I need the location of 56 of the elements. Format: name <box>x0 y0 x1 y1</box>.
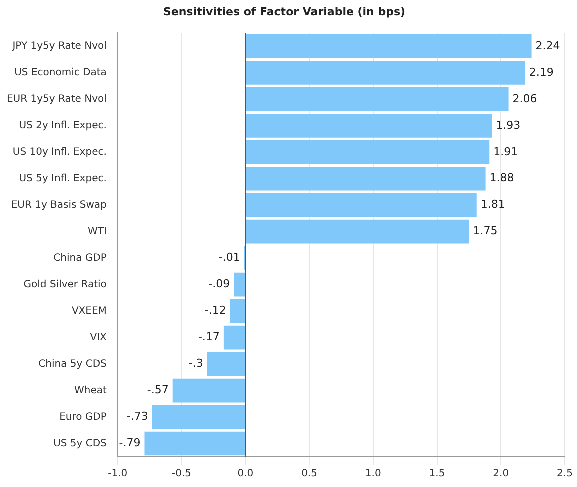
y-tick-label: VXEEM <box>72 306 107 317</box>
y-tick-label: JPY 1y5y Rate Nvol <box>12 41 107 52</box>
bar <box>234 272 246 297</box>
data-label: -.09 <box>208 278 230 291</box>
x-tick-label: 2.0 <box>493 468 510 480</box>
x-tick-label: 0.0 <box>238 468 254 480</box>
data-label: 1.91 <box>494 145 518 158</box>
y-tick-label: US 5y CDS <box>54 438 107 450</box>
y-tick-label: VIX <box>90 332 108 344</box>
bar <box>246 166 486 191</box>
y-tick-label: China 5y CDS <box>38 358 107 370</box>
x-tick-label: -1.0 <box>108 468 128 480</box>
bar <box>246 88 509 112</box>
x-tick-label: 0.5 <box>302 468 318 480</box>
y-tick-label: China GDP <box>54 252 107 264</box>
y-tick-label: Wheat <box>74 385 107 396</box>
y-tick-label: EUR 1y5y Rate Nvol <box>6 94 107 106</box>
bar <box>246 140 490 164</box>
bar <box>152 405 246 430</box>
x-tick-label: 1.0 <box>365 468 382 480</box>
data-label: -.17 <box>198 330 220 344</box>
y-tick-label: EUR 1y Basis Swap <box>11 200 107 211</box>
data-label: 1.88 <box>490 172 514 185</box>
y-tick-label: US 10y Infl. Expec. <box>12 146 107 158</box>
x-tick-label: -0.5 <box>172 468 192 480</box>
x-tick-label: 1.5 <box>429 468 446 480</box>
y-tick-label: Gold Silver Ratio <box>24 279 107 290</box>
data-label: -.73 <box>126 410 148 424</box>
bar <box>246 114 492 138</box>
y-tick-label: US 2y Infl. Expec. <box>19 120 107 132</box>
bar <box>207 352 246 376</box>
y-tick-label: US 5y Infl. Expec. <box>19 173 107 184</box>
bar <box>246 193 477 218</box>
bar <box>246 61 526 85</box>
bar <box>246 34 532 58</box>
bar <box>224 326 246 350</box>
bar <box>230 299 246 324</box>
data-label: -.3 <box>188 357 204 370</box>
data-label: 2.19 <box>529 66 554 79</box>
data-label: 1.93 <box>496 118 521 132</box>
data-label: 2.06 <box>512 92 538 106</box>
x-tick-label: 2.5 <box>557 468 573 480</box>
bar <box>144 432 246 456</box>
y-tick-label: WTI <box>88 226 107 238</box>
data-label: -.12 <box>204 304 226 318</box>
data-label: -.57 <box>147 384 169 397</box>
chart-title: Sensitivities of Factor Variable (in bps) <box>163 5 406 18</box>
data-label: 1.75 <box>473 224 498 238</box>
data-label: -.79 <box>119 436 141 450</box>
y-tick-label: Euro GDP <box>60 412 107 423</box>
y-tick-label: US Economic Data <box>14 68 107 79</box>
data-label: -.01 <box>218 251 240 264</box>
data-label: 2.24 <box>536 39 560 52</box>
bar <box>172 378 246 403</box>
data-label: 1.81 <box>480 198 506 212</box>
bar <box>246 220 470 244</box>
